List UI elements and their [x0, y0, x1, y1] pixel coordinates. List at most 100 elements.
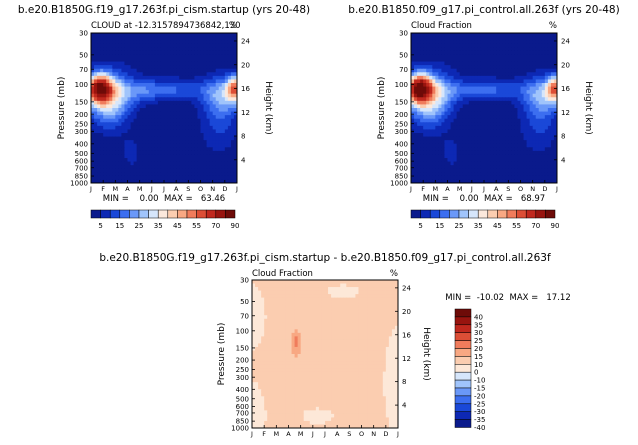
heatmap-cell [474, 161, 479, 166]
heatmap-cell [505, 168, 509, 173]
heatmap-cell [414, 58, 418, 63]
heatmap-cell [206, 147, 211, 152]
heatmap-cell [273, 315, 277, 320]
heatmap-cell [179, 108, 183, 113]
heatmap-cell [441, 115, 445, 120]
heatmap-cell [121, 133, 125, 138]
heatmap-cell [508, 122, 512, 127]
heatmap-cell [502, 58, 506, 63]
heatmap-cell [499, 115, 503, 120]
heatmap-cell [447, 72, 451, 77]
heatmap-cell [130, 158, 135, 163]
heatmap-cell [103, 65, 107, 70]
heatmap-cell [173, 122, 177, 127]
heatmap-cell [493, 33, 497, 38]
heatmap-cell [529, 150, 534, 155]
heatmap-cell [94, 97, 98, 102]
heatmap-cell [490, 122, 494, 127]
heatmap-cell [258, 297, 262, 302]
heatmap-cell [435, 168, 439, 173]
heatmap-cell [465, 36, 470, 41]
heatmap-cell [203, 147, 208, 152]
heatmap-cell [447, 83, 451, 88]
heatmap-cell [435, 86, 439, 91]
heatmap-cell [426, 165, 430, 170]
heatmap-cell [233, 115, 237, 120]
heatmap-cell [124, 122, 128, 127]
heatmap-cell [115, 104, 119, 109]
heatmap-cell [121, 100, 125, 105]
heatmap-cell [94, 179, 98, 183]
heatmap-cell [414, 140, 418, 145]
heatmap-cell [331, 318, 335, 323]
heatmap-cell [514, 65, 518, 70]
heatmap-cell [185, 158, 189, 163]
heatmap-cell [279, 294, 283, 299]
panel1-units: % [229, 21, 237, 31]
heatmap-cell [511, 97, 515, 102]
heatmap-cell [517, 93, 521, 98]
heatmap-cell [121, 172, 125, 177]
heatmap-cell [340, 280, 344, 284]
heatmap-cell [100, 58, 104, 63]
heatmap-cell [444, 168, 448, 173]
heatmap-cell [200, 175, 204, 180]
heatmap-cell [103, 136, 107, 141]
heatmap-cell [109, 47, 113, 52]
heatmap-cell [188, 179, 192, 183]
heatmap-cell [230, 65, 235, 70]
heatmap-cell [438, 111, 442, 116]
heatmap-cell [185, 43, 189, 48]
heatmap-cell [529, 68, 534, 73]
heatmap-cell [106, 65, 110, 70]
heatmap-cell [490, 118, 494, 123]
heatmap-cell [450, 115, 455, 120]
heatmap-cell [282, 311, 286, 316]
heatmap-cell [465, 100, 470, 105]
heatmap-cell [426, 83, 430, 88]
heatmap-cell [97, 100, 101, 105]
heatmap-cell [505, 150, 509, 155]
heatmap-cell [151, 143, 156, 148]
heatmap-cell [261, 294, 265, 299]
heatmap-cell [321, 290, 326, 295]
heatmap-cell [370, 315, 375, 320]
heatmap-cell [435, 165, 439, 170]
heatmap-cell [484, 36, 488, 41]
heatmap-cell [441, 172, 445, 177]
heatmap-cell [456, 93, 461, 98]
heatmap-cell [139, 175, 144, 180]
heatmap-cell [176, 129, 180, 134]
heatmap-cell [411, 65, 415, 70]
heatmap-cell [148, 36, 153, 41]
heatmap-cell [414, 161, 418, 166]
heatmap-cell [511, 43, 515, 48]
heatmap-cell [379, 297, 384, 302]
heatmap-cell [391, 318, 396, 323]
colorbar-label: 55 [512, 222, 521, 230]
heatmap-cell [462, 61, 467, 66]
heatmap-cell [438, 133, 442, 138]
heatmap-cell [142, 133, 147, 138]
heatmap-cell [480, 79, 485, 84]
heatmap-cell [164, 122, 168, 127]
heatmap-cell [487, 83, 491, 88]
heatmap-cell [200, 165, 204, 170]
heatmap-cell [160, 93, 165, 98]
heatmap-cell [197, 33, 201, 38]
heatmap-cell [499, 125, 503, 130]
heatmap-cell [118, 54, 122, 59]
heatmap-cell [182, 100, 186, 105]
heatmap-cell [511, 79, 515, 84]
heatmap-cell [426, 140, 430, 145]
heatmap-cell [215, 33, 220, 38]
heatmap-cell [426, 43, 430, 48]
heatmap-cell [505, 97, 509, 102]
pressure-tick-label: 70 [79, 66, 88, 74]
heatmap-cell [547, 86, 552, 91]
heatmap-cell [157, 58, 162, 63]
heatmap-cell [417, 68, 421, 73]
heatmap-cell [496, 147, 500, 152]
heatmap-cell [221, 58, 226, 63]
heatmap-cell [297, 280, 302, 284]
